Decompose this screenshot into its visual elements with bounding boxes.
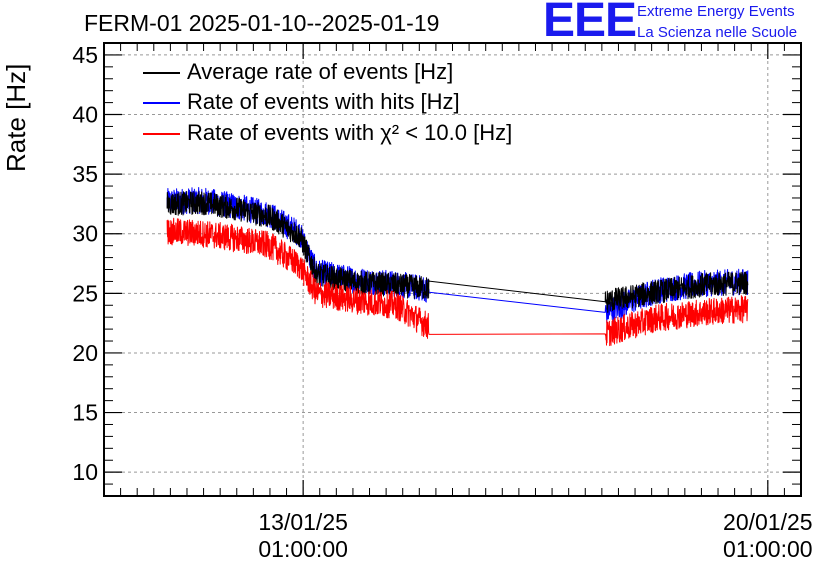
legend-lines: [143, 72, 180, 135]
tick-labels: 101520253035404513/01/2501:00:0020/01/25…: [72, 42, 812, 562]
series-chi2: [166, 217, 749, 347]
y-tick-label: 10: [72, 459, 98, 485]
grid-lines: [104, 43, 801, 496]
y-tick-label: 15: [72, 400, 98, 426]
series-layer: [166, 187, 749, 347]
x-tick-label-time: 01:00:00: [723, 536, 813, 562]
x-tick-label-date: 13/01/25: [258, 509, 348, 535]
y-tick-label: 30: [72, 221, 98, 247]
y-axis-label-wrap: Rate [Hz]: [1, 42, 38, 172]
legend-label-chi2: Rate of events with χ² < 10.0 [Hz]: [187, 120, 513, 145]
eee-logo: EEE: [543, 0, 637, 47]
y-tick-label: 35: [72, 161, 98, 187]
axis-ticks: [104, 42, 801, 497]
series-average: [166, 191, 749, 313]
y-axis-label: Rate [Hz]: [1, 63, 31, 172]
y-tick-label: 20: [72, 340, 98, 366]
x-tick-label-time: 01:00:00: [258, 536, 348, 562]
x-tick-label-date: 20/01/25: [723, 509, 813, 535]
chart-title: FERM-01 2025-01-10--2025-01-19: [84, 10, 440, 36]
logo-line-1: Extreme Energy Events: [637, 3, 795, 20]
legend-label-average: Average rate of events [Hz]: [187, 59, 454, 84]
logo-line-2: La Scienza nelle Scuole: [637, 24, 798, 41]
legend-label-hits: Rate of events with hits [Hz]: [187, 89, 460, 114]
y-tick-label: 40: [72, 102, 98, 128]
y-tick-label: 45: [72, 42, 98, 68]
y-tick-label: 25: [72, 280, 98, 306]
